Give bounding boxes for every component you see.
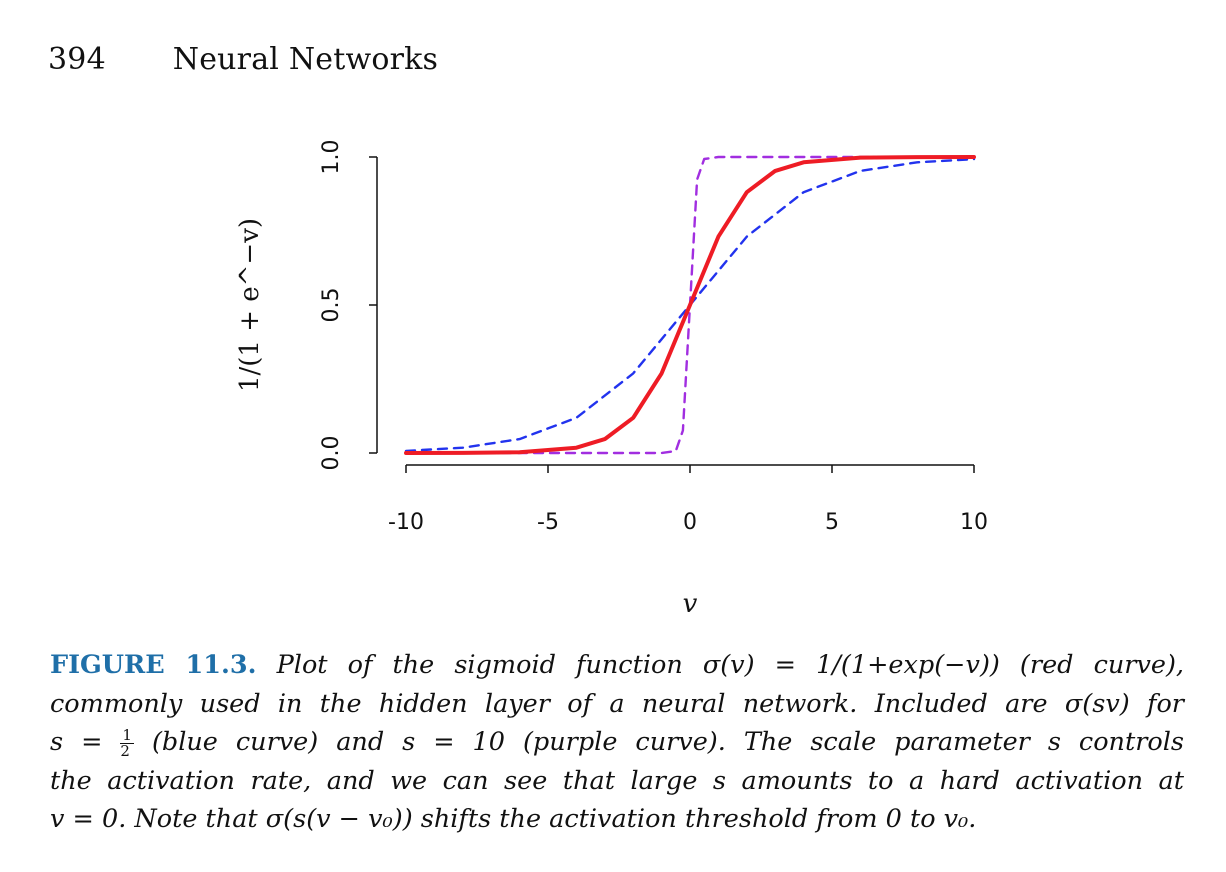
caption-text-3a: s = xyxy=(50,727,103,757)
y-tick-label: 1.0 xyxy=(319,140,344,175)
x-tick-label: -5 xyxy=(537,510,559,535)
figure-caption: FIGURE 11.3. Plot of the sigmoid functio… xyxy=(50,646,1184,839)
x-tick-label: 0 xyxy=(683,510,697,535)
page-number: 394 xyxy=(48,42,106,77)
caption-text-1: Plot of the sigmoid function σ(v) = 1/(1… xyxy=(276,650,1185,680)
caption-text-3b: (blue curve) and s = 10 (purple curve). … xyxy=(151,727,1184,757)
caption-line-1: FIGURE 11.3. Plot of the sigmoid functio… xyxy=(50,646,1184,685)
x-tick-label: 5 xyxy=(825,510,839,535)
ticks: -10 -5 0 5 10 0.0 0.5 1.0 xyxy=(319,140,988,536)
curves xyxy=(404,155,976,455)
y-tick-label: 0.5 xyxy=(319,288,344,323)
axes xyxy=(376,157,974,466)
y-axis-title: 1/(1 + e^−v) xyxy=(235,218,265,392)
running-head: 394 Neural Networks xyxy=(48,42,438,77)
caption-line-5: v = 0. Note that σ(s(v − v₀)) shifts the… xyxy=(50,804,977,834)
figure-label: FIGURE 11.3. xyxy=(50,650,257,680)
x-tick-label: 10 xyxy=(960,510,988,535)
y-tick-label: 0.0 xyxy=(319,436,344,471)
fraction-numerator: 1 xyxy=(120,725,134,744)
caption-line-2: commonly used in the hidden layer of a n… xyxy=(50,688,1184,719)
x-axis-title: v xyxy=(683,589,698,619)
sigmoid-plot: -10 -5 0 5 10 0.0 0.5 1.0 1/(1 + e^−v) v xyxy=(235,140,988,620)
fraction-denominator: 2 xyxy=(120,741,130,760)
section-title: Neural Networks xyxy=(172,42,439,77)
caption-line-4: the activation rate, and we can see that… xyxy=(50,765,1184,796)
series-line-scale-1 xyxy=(404,155,976,455)
x-tick-label: -10 xyxy=(388,510,424,535)
y-axis-title-text: 1/(1 + e^−v) xyxy=(235,218,265,392)
